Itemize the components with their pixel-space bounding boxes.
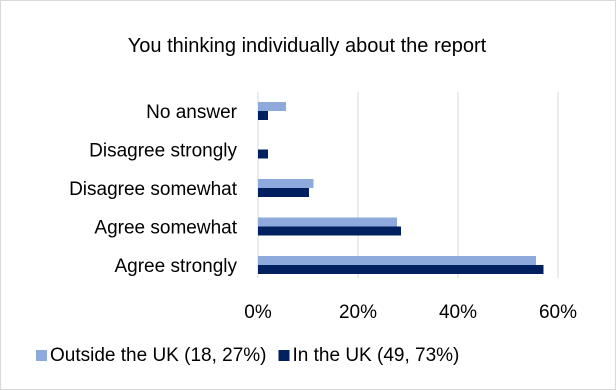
bar-outside-uk bbox=[258, 217, 397, 227]
bar-in-uk bbox=[258, 111, 268, 120]
bars bbox=[258, 102, 544, 274]
category-label: Disagree somewhat bbox=[69, 179, 238, 200]
bar-outside-uk bbox=[258, 256, 536, 265]
legend: Outside the UK (18, 27%) In the UK (49, 7… bbox=[36, 345, 459, 366]
legend-label: In the UK (49, 73%) bbox=[293, 345, 460, 366]
category-label: Agree strongly bbox=[114, 256, 237, 277]
x-tick-label: 20% bbox=[339, 302, 377, 323]
x-tick-label: 0% bbox=[244, 302, 272, 323]
x-tick-label: 60% bbox=[539, 302, 577, 323]
category-label: No answer bbox=[146, 102, 237, 123]
x-tick-label: 40% bbox=[439, 302, 477, 323]
bar-in-uk bbox=[258, 226, 401, 236]
bar-outside-uk bbox=[258, 179, 314, 188]
bar-outside-uk bbox=[258, 102, 286, 111]
legend-swatch bbox=[36, 350, 47, 361]
bar-in-uk bbox=[258, 149, 268, 159]
legend-swatch bbox=[278, 350, 290, 361]
chart-title: You thinking individually about the repo… bbox=[128, 35, 487, 57]
bar-in-uk bbox=[258, 265, 544, 274]
category-label: Disagree strongly bbox=[89, 141, 237, 162]
bar-in-uk bbox=[258, 188, 309, 197]
category-labels: No answer Disagree strongly Disagree somew… bbox=[69, 102, 238, 277]
x-axis-ticks: 0% 20% 40% 60% bbox=[244, 302, 577, 323]
legend-label: Outside the UK (18, 27%) bbox=[50, 345, 267, 366]
category-label: Agree somewhat bbox=[94, 218, 237, 239]
